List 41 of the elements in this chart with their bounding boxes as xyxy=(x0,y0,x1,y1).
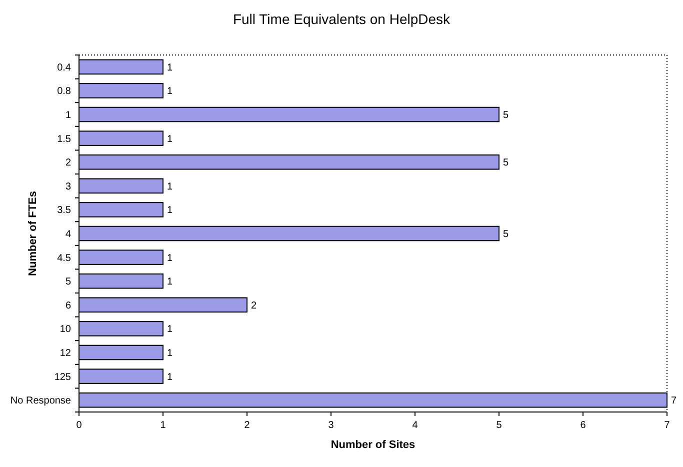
data-label: 1 xyxy=(167,134,173,145)
x-tick-label: 1 xyxy=(160,420,166,431)
x-tick-label: 4 xyxy=(412,420,418,431)
y-tick-label: 3 xyxy=(65,181,72,192)
y-tick-label: 1.5 xyxy=(57,134,72,145)
data-label: 5 xyxy=(503,229,509,240)
y-tick-label: 1 xyxy=(65,110,72,121)
data-label: 1 xyxy=(167,276,173,288)
chart-title: Full Time Equivalents on HelpDesk xyxy=(232,11,452,27)
data-label: 1 xyxy=(167,372,173,383)
data-label: 1 xyxy=(167,181,173,192)
y-tick-label: 4 xyxy=(65,229,72,240)
y-tick-label: 6 xyxy=(65,300,72,312)
y-axis-title: Number of FTEs xyxy=(27,191,39,276)
y-tick-label: 125 xyxy=(54,372,72,383)
y-tick-label: 10 xyxy=(60,324,72,336)
x-tick-label: 3 xyxy=(328,420,334,431)
y-tick-label: 5 xyxy=(65,276,72,288)
data-label: 1 xyxy=(167,252,173,264)
data-label: 1 xyxy=(167,348,173,359)
y-tick-label: 0.4 xyxy=(57,62,72,74)
data-label: 5 xyxy=(503,158,509,169)
x-tick-label: 2 xyxy=(244,420,250,431)
y-tick-label: 3.5 xyxy=(57,205,72,216)
data-label: 5 xyxy=(503,110,509,121)
y-tick-label: 0.8 xyxy=(57,86,72,98)
y-tick-label: No Response xyxy=(10,396,72,407)
data-label: 1 xyxy=(167,62,173,74)
x-tick-label: 0 xyxy=(76,420,82,431)
y-tick-label: 4.5 xyxy=(57,252,72,264)
x-axis-title: Number of Sites xyxy=(330,439,416,451)
data-label: 2 xyxy=(251,300,257,312)
data-label: 1 xyxy=(167,86,173,98)
x-tick-label: 6 xyxy=(580,420,586,431)
data-label: 7 xyxy=(671,396,677,407)
x-tick-label: 5 xyxy=(496,420,502,431)
data-label: 1 xyxy=(167,324,173,336)
x-tick-label: 7 xyxy=(664,420,670,431)
data-label: 1 xyxy=(167,205,173,216)
y-tick-label: 2 xyxy=(65,158,72,169)
y-tick-label: 12 xyxy=(60,348,72,359)
